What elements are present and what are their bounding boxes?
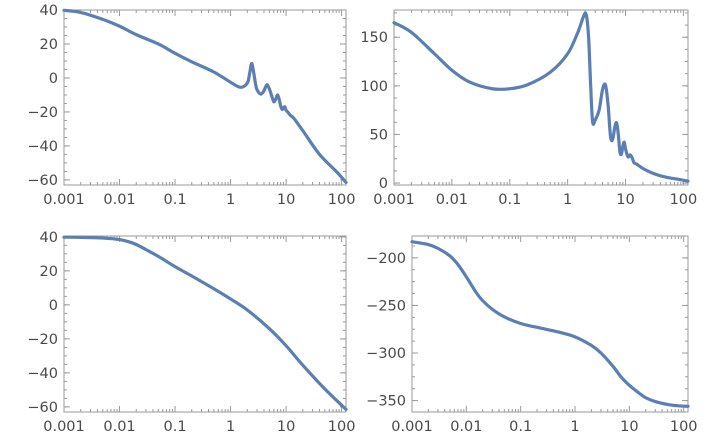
x-tick-label: 1 [226, 419, 235, 435]
y-tick-label: −60 [27, 173, 58, 189]
x-tick-label: 1 [226, 192, 235, 208]
y-tick-label: −60 [27, 400, 58, 416]
plot-top-left: 0.001 0.01 0.1 1 10 100 40 20 0 −20 −40 −60 [27, 3, 355, 208]
y-tick-label: −20 [27, 332, 58, 348]
x-tick-label: 100 [670, 419, 698, 435]
plot-bottom-right: 0.001 0.01 0.1 1 10 100 −200 −250 −300 −350 [366, 235, 698, 435]
x-tick-label: 0.01 [436, 192, 468, 208]
y-tick-label: 0 [49, 298, 58, 314]
x-tick-label: 100 [328, 192, 356, 208]
y-tick-label: −200 [366, 251, 406, 267]
y-tick-label: −300 [366, 346, 406, 362]
plot-frame [63, 9, 347, 186]
x-tick-label: 10 [616, 192, 634, 208]
x-tick-label: 0.001 [391, 419, 433, 435]
x-tick-label: 0.01 [103, 192, 135, 208]
y-tick-label: 0 [379, 176, 388, 192]
x-tick-label: 0.1 [498, 192, 521, 208]
x-tick-label: 0.001 [373, 192, 415, 208]
y-tick-label: −40 [27, 366, 58, 382]
y-tick-label: 40 [40, 3, 58, 19]
x-tick-label: 0.1 [164, 192, 187, 208]
x-tick-label: 10 [620, 419, 638, 435]
plot-top-right: 0.001 0.01 0.1 1 10 100 150 100 50 0 [360, 9, 698, 208]
plot-bottom-left: 0.001 0.01 0.1 1 10 100 40 20 0 −20 −40 −60 [27, 230, 355, 435]
x-tick-label: 1 [563, 192, 572, 208]
x-tick-label: 0.01 [103, 419, 135, 435]
x-tick-label: 0.1 [509, 419, 532, 435]
x-tick-label: 0.001 [43, 419, 85, 435]
y-tick-label: 20 [40, 264, 58, 280]
y-tick-label: −350 [366, 394, 406, 410]
y-tick-label: 20 [40, 37, 58, 53]
x-tick-label: 0.01 [450, 419, 482, 435]
plot-frame [63, 235, 347, 413]
x-tick-label: 0.1 [164, 419, 187, 435]
x-tick-label: 1 [570, 419, 579, 435]
y-tick-label: 50 [370, 127, 388, 143]
series-line [62, 8, 348, 185]
y-tick-label: 40 [40, 230, 58, 246]
plot-frame [393, 9, 689, 186]
x-tick-label: 100 [328, 419, 356, 435]
y-tick-label: −250 [366, 298, 406, 314]
y-tick-label: −20 [27, 105, 58, 121]
x-tick-label: 10 [277, 192, 295, 208]
x-tick-label: 10 [277, 419, 295, 435]
y-tick-label: 100 [360, 79, 388, 95]
x-tick-label: 0.001 [43, 192, 85, 208]
y-tick-label: 150 [360, 30, 388, 46]
series-line [410, 240, 690, 408]
plot-frame [411, 235, 689, 413]
series-line [62, 235, 348, 412]
y-tick-label: 0 [49, 71, 58, 87]
y-tick-label: −40 [27, 139, 58, 155]
series-line [392, 11, 690, 183]
x-tick-label: 100 [670, 192, 698, 208]
